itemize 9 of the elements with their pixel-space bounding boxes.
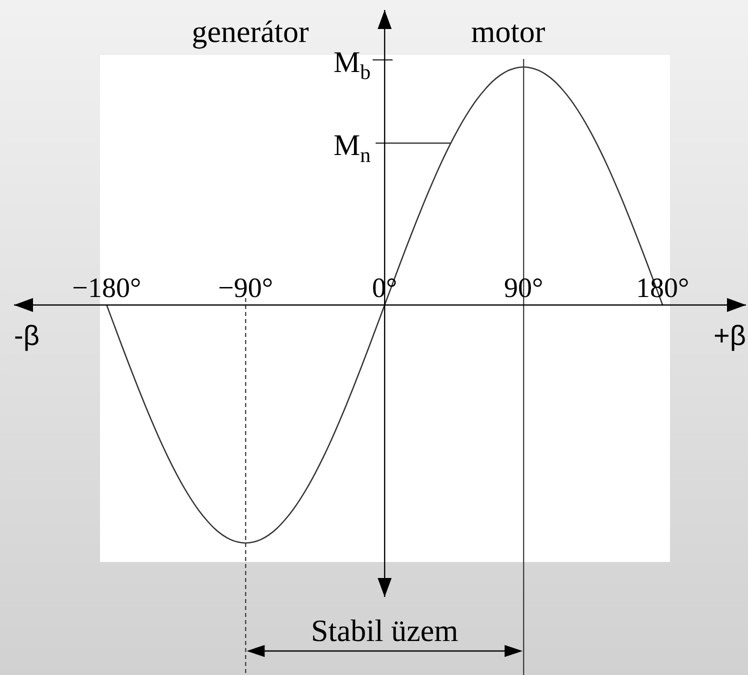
x-tick-label: −90° (218, 273, 274, 304)
ref-line-label: M$_{n}$ (333, 129, 372, 167)
ref-line-label: M$_{b}$ (333, 46, 371, 84)
text: generátor (192, 14, 310, 49)
annotation: -β (14, 320, 40, 351)
x-axis-title: +β (714, 320, 746, 351)
x-tick-label: −180° (72, 273, 142, 304)
text: Stabil üzem (311, 613, 458, 648)
text: motor (471, 14, 546, 49)
